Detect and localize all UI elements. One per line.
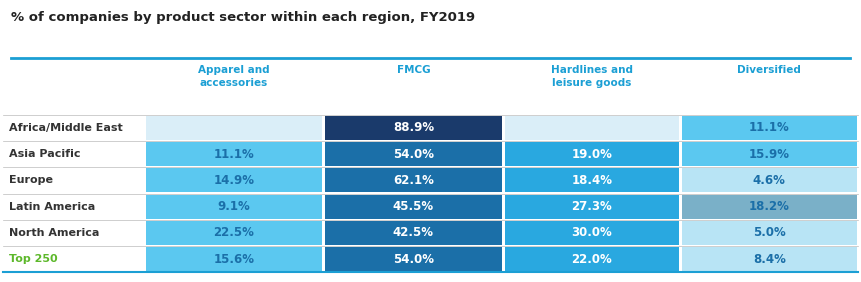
Text: 11.1%: 11.1% xyxy=(749,121,790,134)
Text: 15.6%: 15.6% xyxy=(214,253,254,266)
Bar xyxy=(146,221,322,245)
Text: 5.0%: 5.0% xyxy=(753,226,785,239)
Bar xyxy=(325,142,501,166)
Bar xyxy=(325,195,501,219)
Bar xyxy=(682,142,857,166)
Text: Apparel and
accessories: Apparel and accessories xyxy=(198,65,269,88)
Text: 9.1%: 9.1% xyxy=(217,200,251,213)
Bar xyxy=(682,116,857,140)
Text: 18.4%: 18.4% xyxy=(571,174,612,187)
Bar xyxy=(146,247,322,271)
Text: Africa/Middle East: Africa/Middle East xyxy=(9,123,122,133)
Bar xyxy=(505,168,678,192)
Text: FMCG: FMCG xyxy=(397,65,430,75)
Text: 27.3%: 27.3% xyxy=(572,200,612,213)
Bar xyxy=(682,221,857,245)
Bar xyxy=(325,221,501,245)
Bar xyxy=(325,247,501,271)
Text: 54.0%: 54.0% xyxy=(393,253,434,266)
Text: 18.2%: 18.2% xyxy=(749,200,790,213)
Bar xyxy=(682,195,857,219)
Bar xyxy=(325,116,501,140)
Bar xyxy=(505,195,678,219)
Bar xyxy=(505,247,678,271)
Text: Europe: Europe xyxy=(9,175,53,185)
Text: % of companies by product sector within each region, FY2019: % of companies by product sector within … xyxy=(11,11,475,24)
Bar xyxy=(505,116,678,140)
Bar xyxy=(505,221,678,245)
Bar xyxy=(325,168,501,192)
Text: 42.5%: 42.5% xyxy=(393,226,434,239)
Text: Asia Pacific: Asia Pacific xyxy=(9,149,80,159)
Bar xyxy=(146,116,322,140)
Text: 8.4%: 8.4% xyxy=(753,253,786,266)
Text: 54.0%: 54.0% xyxy=(393,148,434,161)
Text: 22.5%: 22.5% xyxy=(214,226,254,239)
Text: 4.6%: 4.6% xyxy=(753,174,786,187)
Text: 19.0%: 19.0% xyxy=(572,148,612,161)
Text: Top 250: Top 250 xyxy=(9,254,58,264)
Text: 88.9%: 88.9% xyxy=(393,121,434,134)
Bar xyxy=(146,142,322,166)
Text: North America: North America xyxy=(9,228,99,238)
Text: 45.5%: 45.5% xyxy=(393,200,434,213)
Bar xyxy=(505,142,678,166)
Bar xyxy=(146,195,322,219)
Bar xyxy=(682,247,857,271)
Bar xyxy=(682,168,857,192)
Text: 22.0%: 22.0% xyxy=(572,253,612,266)
Bar xyxy=(146,168,322,192)
Text: Latin America: Latin America xyxy=(9,202,95,212)
Text: 15.9%: 15.9% xyxy=(749,148,790,161)
Text: 11.1%: 11.1% xyxy=(214,148,254,161)
Text: 62.1%: 62.1% xyxy=(393,174,434,187)
Text: 14.9%: 14.9% xyxy=(214,174,254,187)
Text: Hardlines and
leisure goods: Hardlines and leisure goods xyxy=(551,65,633,88)
Text: 30.0%: 30.0% xyxy=(572,226,612,239)
Text: Diversified: Diversified xyxy=(737,65,802,75)
